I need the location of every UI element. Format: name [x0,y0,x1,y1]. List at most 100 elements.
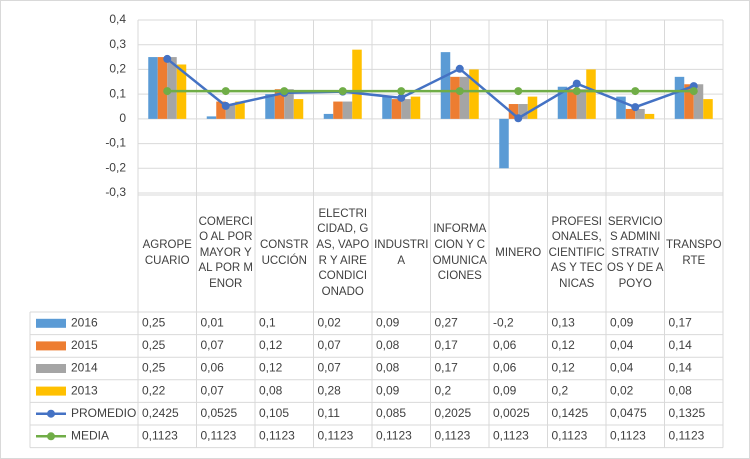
table-value: 0,12 [552,338,576,352]
marker [514,114,523,123]
table-value: 0,105 [259,406,289,420]
table-value: 0,12 [259,338,283,352]
category-cell: MINERO [495,247,541,259]
bar [644,113,655,119]
legend-label: 2013 [71,383,98,397]
table-value: 0,06 [493,361,517,375]
y-tick-label: 0,1 [109,86,126,100]
category-cell: TRANSPORTE [665,238,722,267]
bar [440,52,451,119]
table-value: 0,2 [435,383,452,397]
table-value: 0,28 [318,383,342,397]
table-value: 0,08 [259,383,283,397]
table-value: 0,11 [318,406,341,420]
y-tick-label: 0 [119,111,126,125]
table-value: 0,08 [376,361,400,375]
bar [167,57,177,119]
legend-label: 2016 [71,315,98,329]
table-value: 0,22 [142,383,166,397]
marker [221,101,230,110]
bar [391,99,402,119]
table-value: 0,07 [318,361,342,375]
x-tick-label: TRANSPORTE [665,238,722,267]
bar [527,96,538,119]
category-cell: CONSTRUCCIÓN [259,238,309,267]
bar [469,69,479,119]
bar [703,99,713,119]
legend-label: 2014 [71,361,98,375]
table-value: 0,08 [669,383,693,397]
bar [586,69,596,119]
bar [274,89,285,119]
bar [459,76,470,119]
bar [284,89,294,119]
table-value: 0,1123 [435,428,471,442]
table-value: 0,27 [435,315,459,329]
x-tick-label: ELECTRICIDAD, GAS, VAPOR Y AIRE CONDICIO… [316,207,370,298]
marker [689,87,698,96]
marker [280,87,289,96]
legend-key [47,432,55,441]
bar [401,99,411,119]
table-value: 0,1123 [201,428,237,442]
table-value: 0,09 [493,383,517,397]
table-value: 0,1123 [376,428,412,442]
table-value: 0,04 [610,361,634,375]
x-tick-label: INDUSTRIA [374,238,429,267]
table-value: 0,06 [201,361,225,375]
bar [382,96,392,119]
table-value: 0,04 [610,338,634,352]
category-cell: PROFESIONALES, CIENTIFICAS Y TECNICAS [548,215,605,290]
x-tick-label: PROFESIONALES, CIENTIFICAS Y TECNICAS [548,215,605,290]
x-tick-label: INFORMACION Y COMUNICACIONES [432,223,487,283]
legend-label: PROMEDIO [71,406,136,420]
bar [216,101,226,119]
table-value: 0,1123 [493,428,529,442]
table-value: 0,17 [435,361,459,375]
y-tick-label: -0,1 [105,136,126,150]
table-value: 0,2425 [142,406,179,420]
category-cell: INFORMACION Y COMUNICACIONES [432,223,487,283]
bar [684,84,694,119]
table-value: 0,0475 [610,406,647,420]
bar [518,104,528,119]
bar [235,101,245,119]
bar [557,86,568,119]
marker [514,87,523,96]
marker [221,87,230,96]
bar [265,94,275,119]
category-cell: INDUSTRIA [374,238,429,267]
marker [163,54,172,63]
marker [631,87,640,96]
table-value: 0,07 [201,338,225,352]
bar [225,104,236,119]
table-value: 0,14 [669,338,693,352]
x-tick-label: CONSTRUCCIÓN [259,238,309,267]
table-value: 0,1123 [318,428,354,442]
table-value: 0,085 [376,406,406,420]
category-cell: COMERCIO AL POR MAYOR Y AL POR MENOR [198,215,254,290]
bar [352,49,362,119]
table-value: 0,17 [669,315,693,329]
legend-key [47,409,55,418]
marker [397,93,406,102]
marker [163,87,172,96]
bar [450,76,460,119]
marker [631,103,640,112]
x-tick-label: COMERCIO AL POR MAYOR Y AL POR MENOR [198,215,254,290]
table-value: 0,12 [259,361,283,375]
legend-key [36,364,66,373]
y-tick-label: 0,3 [109,37,126,51]
table-value: 0,25 [142,338,166,352]
bar [625,108,636,119]
marker [455,64,464,73]
table-value: 0,0525 [201,406,238,420]
legend-label: 2015 [71,338,98,352]
legend-key [36,318,66,328]
table-value: 0,17 [435,338,459,352]
table-value: 0,2 [552,383,569,397]
table-value: 0,1325 [669,406,706,420]
table-value: -0,2 [493,315,514,329]
table-value: 0,09 [376,315,400,329]
